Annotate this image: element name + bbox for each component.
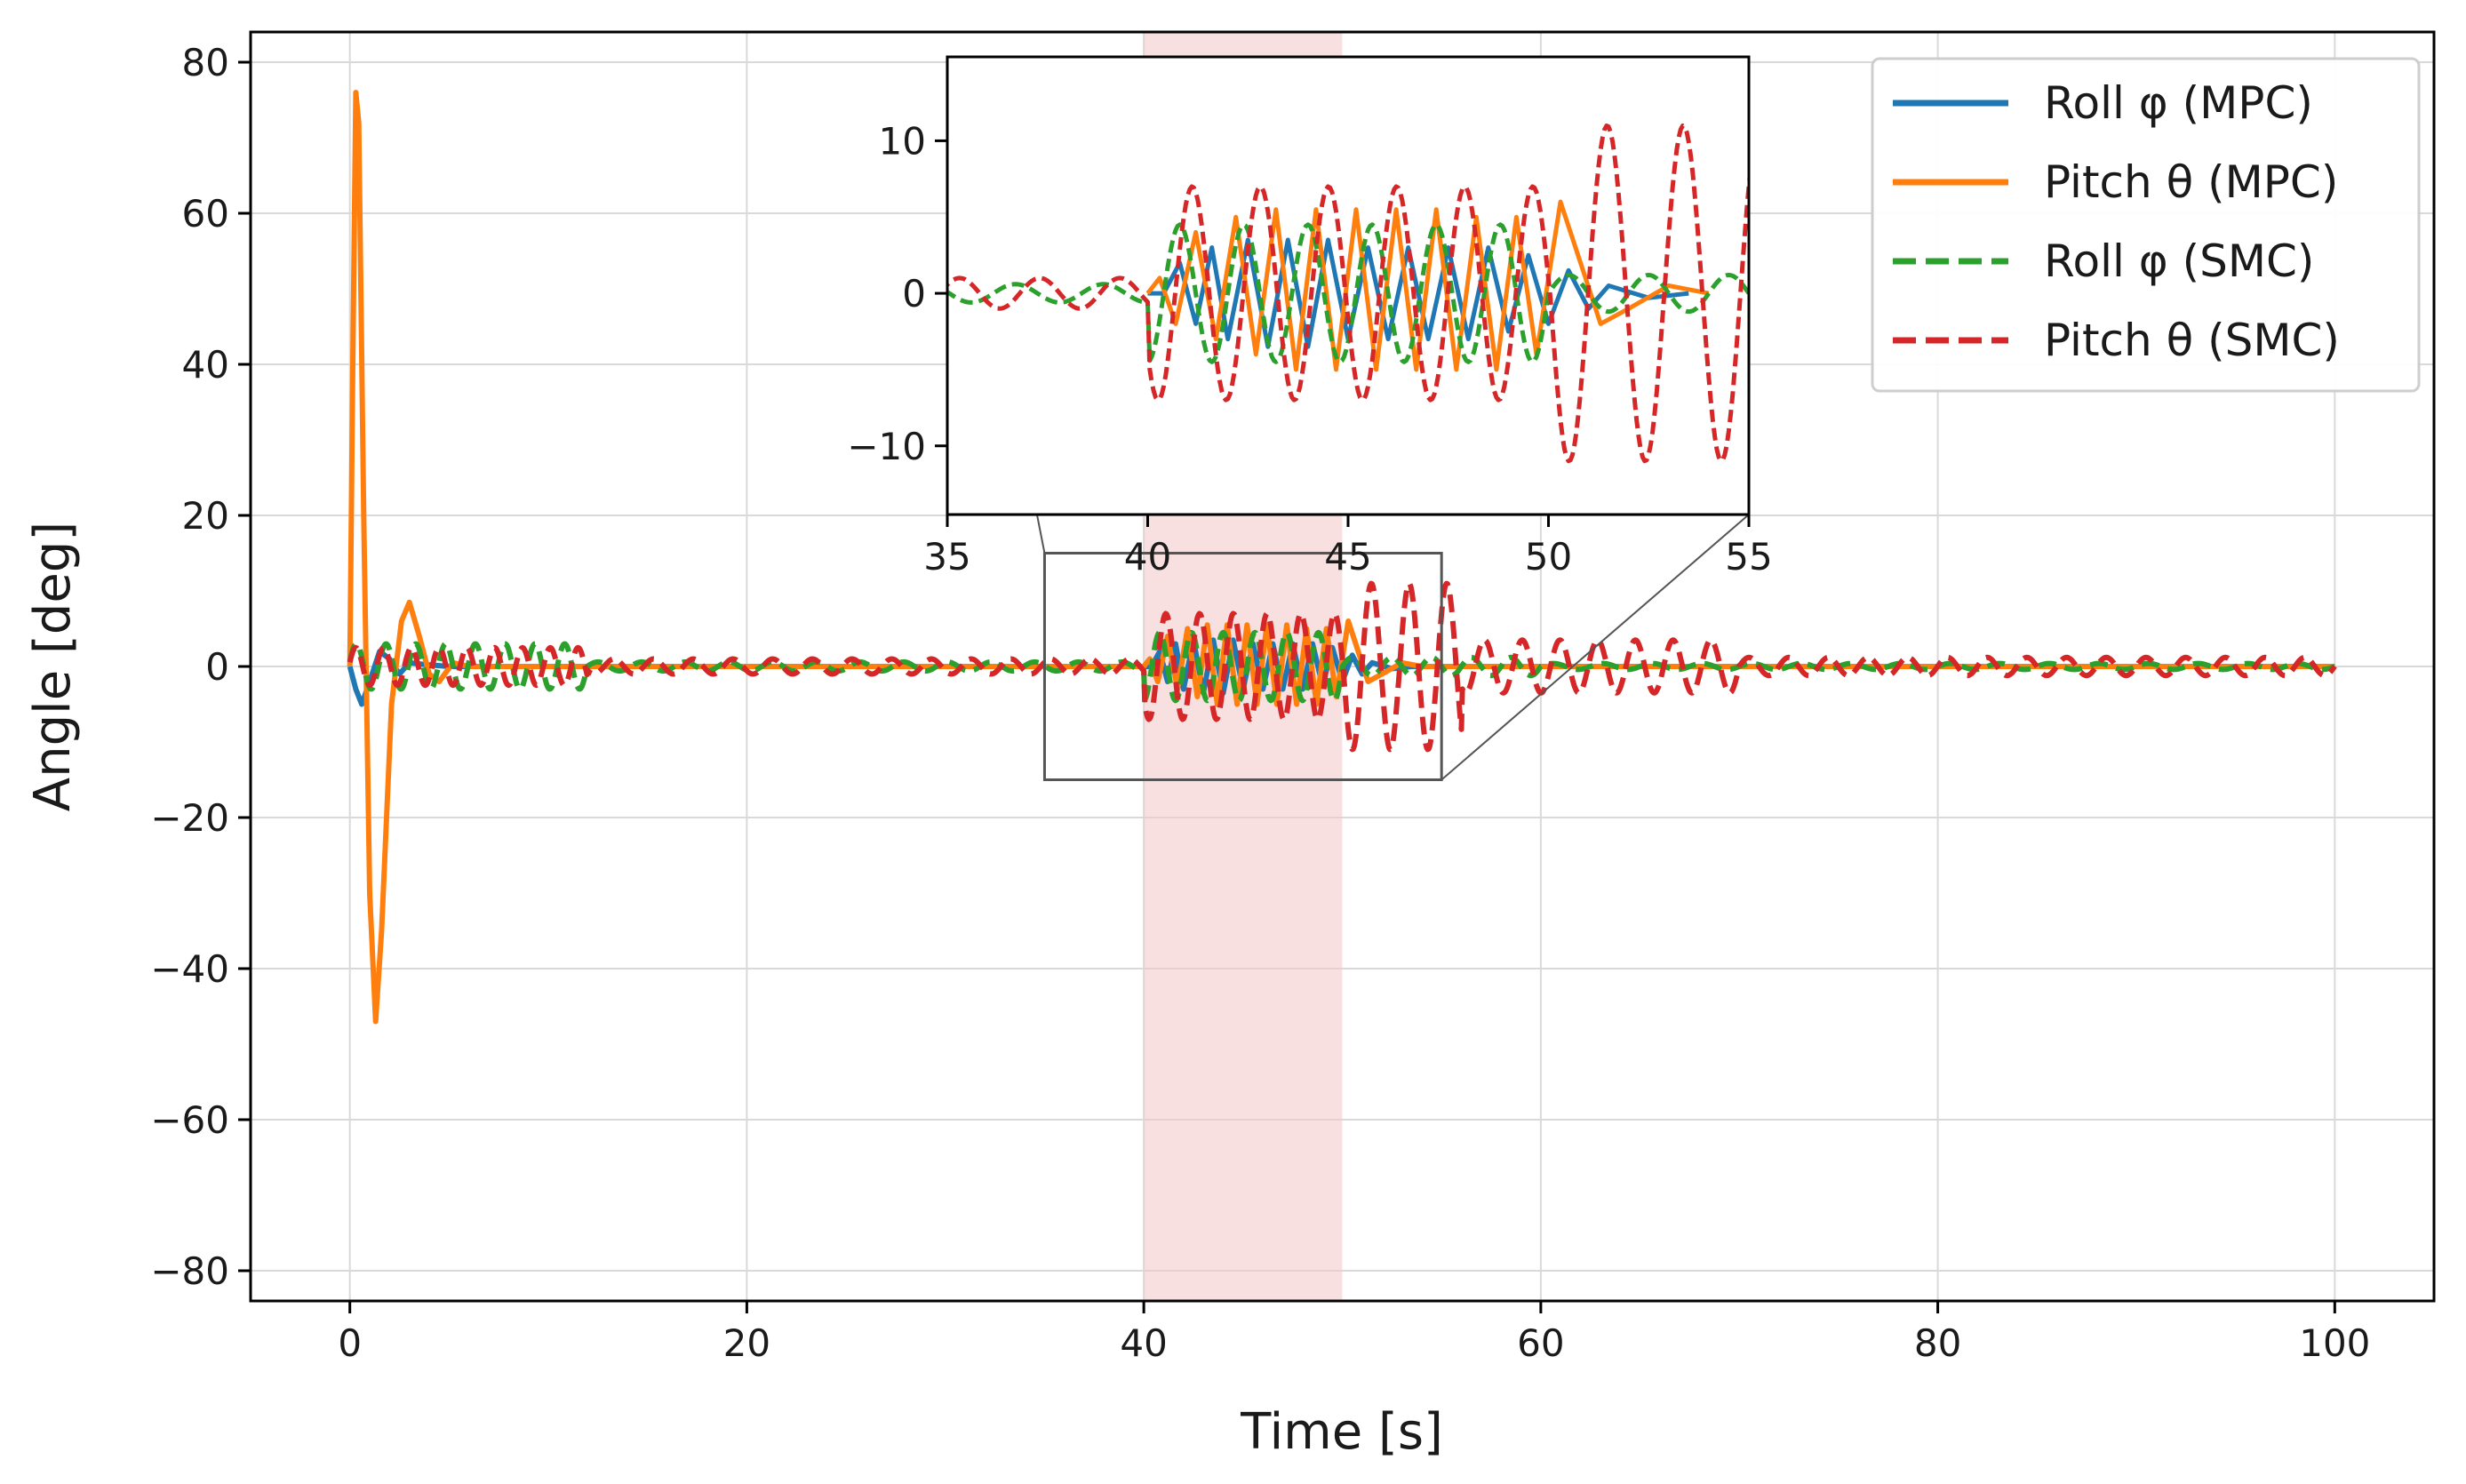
legend-label: Pitch θ (SMC) [2044, 315, 2340, 366]
legend-label: Roll φ (MPC) [2044, 77, 2313, 129]
series-line-pitch-smc [347, 580, 2337, 753]
inset-series-line-roll-smc [947, 222, 1749, 364]
zoom-connector [1440, 514, 1750, 781]
x-tick-label: 100 [2299, 1321, 2370, 1365]
y-tick-label: 20 [182, 494, 229, 538]
inset-x-tick-label: 40 [1124, 535, 1171, 578]
y-tick-label: 60 [182, 192, 229, 235]
y-tick-label: 40 [182, 343, 229, 387]
inset-y-tick-label: 0 [902, 272, 926, 315]
legend-item: Roll φ (MPC) [1893, 77, 2313, 129]
inset-x-ticks: 35 40 45 50 55 [923, 515, 1773, 578]
inset-y-ticks: −10 0 10 [847, 119, 947, 468]
y-tick-label: −40 [150, 947, 229, 991]
inset-series-line-pitch-mpc [1145, 199, 1710, 372]
legend-item: Roll φ (SMC) [1893, 235, 2314, 287]
y-axis-label: Angle [deg] [24, 522, 82, 811]
zoom-box [1042, 552, 1443, 781]
inset-x-tick-label: 45 [1324, 535, 1371, 578]
legend-item: Pitch θ (SMC) [1893, 315, 2340, 366]
x-tick-label: 80 [1914, 1321, 1961, 1365]
legend: Roll φ (MPC) Pitch θ (MPC) Roll φ (SMC) … [1871, 57, 2421, 393]
inset-series-line-roll-mpc [1147, 237, 1689, 349]
x-tick-label: 60 [1517, 1321, 1564, 1365]
x-tick-label: 0 [338, 1321, 362, 1365]
y-tick-label: −20 [150, 796, 229, 840]
y-tick-label: −80 [150, 1249, 229, 1293]
y-tick-label: 0 [205, 645, 229, 689]
inset-x-tick-label: 50 [1525, 535, 1572, 578]
inset-series-line-pitch-smc [947, 124, 1749, 464]
legend-label: Roll φ (SMC) [2044, 235, 2314, 287]
x-tick-label: 40 [1120, 1321, 1167, 1365]
x-axis-label: Time [s] [1240, 1403, 1443, 1461]
inset-plot: 35 40 45 50 55 −10 0 10 [847, 55, 1773, 578]
inset-y-tick-label: −10 [847, 425, 926, 468]
y-tick-label: 80 [182, 41, 229, 84]
main-y-ticks: −80 −60 −40 −20 0 20 40 60 80 [150, 41, 251, 1293]
series-line-roll-smc [347, 629, 2337, 704]
x-tick-label: 20 [723, 1321, 770, 1365]
legend-label: Pitch θ (MPC) [2044, 156, 2338, 208]
inset-y-tick-label: 10 [879, 119, 926, 163]
main-series-group [347, 90, 2337, 1025]
main-x-ticks: 0 20 40 60 80 100 [338, 1301, 2370, 1365]
legend-box [1871, 57, 2421, 393]
y-tick-label: −60 [150, 1098, 229, 1142]
inset-series-group [947, 124, 1749, 464]
legend-item: Pitch θ (MPC) [1893, 156, 2338, 208]
inset-x-tick-label: 55 [1725, 535, 1772, 578]
inset-x-tick-label: 35 [923, 535, 970, 578]
